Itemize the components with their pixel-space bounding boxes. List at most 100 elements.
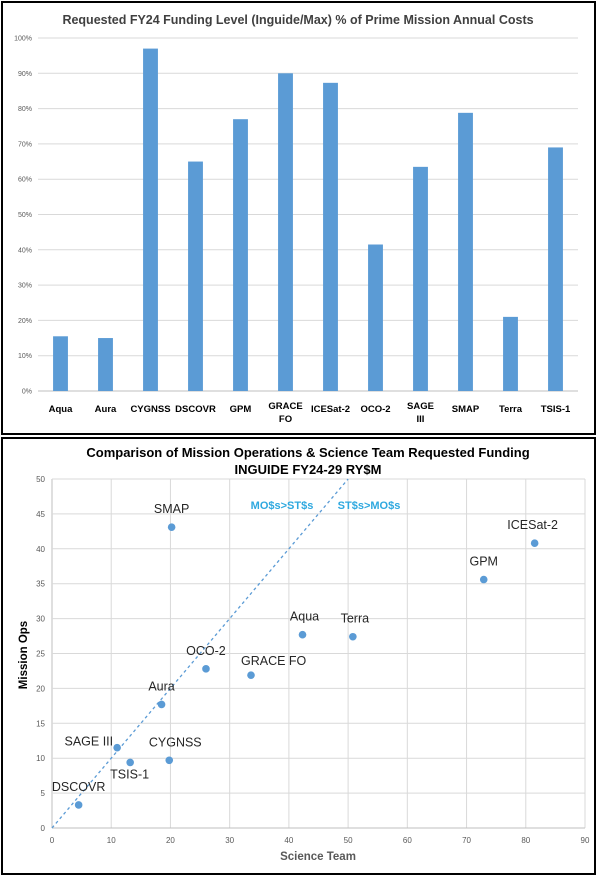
bar-chart-x-tick-labels: Aqua Aura CYGNSS DSCOVR GPM GRACE FO ICESat-2 OC… <box>49 401 571 425</box>
bar-y-tick-label: 0% <box>22 389 32 396</box>
annotation-mo-gt-st: MO$s>ST$s <box>251 500 314 512</box>
bar <box>323 82 338 392</box>
bar-chart-title: Requested FY24 Funding Level (Inguide/Ma… <box>62 13 533 27</box>
scatter-point-label: GRACE FO <box>241 654 307 668</box>
scatter-point-label: TSIS-1 <box>110 767 149 781</box>
scatter-point <box>530 539 539 548</box>
bar-x-tick-label: GRACE <box>268 401 302 412</box>
scatter-y-tick-label: 35 <box>36 580 45 589</box>
scatter-chart-subtitle: INGUIDE FY24-29 RY$M <box>235 462 382 477</box>
bar-y-tick-label: 10% <box>18 353 32 360</box>
scatter-point-label: CYGNSS <box>149 735 202 749</box>
bar-x-tick-label: Aqua <box>49 404 73 415</box>
scatter-x-tick-label: 80 <box>521 836 530 845</box>
bar <box>278 73 293 392</box>
bar-x-tick-label: TSIS-1 <box>541 404 571 415</box>
scatter-point-label: Terra <box>341 612 370 626</box>
scatter-point <box>167 523 176 531</box>
scatter-y-tick-label: 50 <box>36 475 45 484</box>
scatter-chart-y-tick-labels: 0 5 10 15 20 25 30 35 40 45 50 <box>36 475 45 833</box>
bar <box>188 161 203 391</box>
scatter-y-tick-label: 5 <box>41 789 46 798</box>
scatter-x-axis-label: Science Team <box>280 851 356 863</box>
scatter-point-labels: SMAP ICESat-2 GPM Aqua Terra OCO-2 GRACE FO Aur… <box>52 502 558 794</box>
bar-chart-bars <box>53 48 563 392</box>
bar-x-tick-label: FO <box>279 414 292 425</box>
bar-y-tick-label: 100% <box>14 36 32 43</box>
bar <box>233 119 248 391</box>
scatter-x-tick-label: 20 <box>166 836 175 845</box>
bar-x-tick-label: Terra <box>499 404 523 415</box>
bar <box>98 338 113 391</box>
scatter-chart-gridlines <box>51 478 586 829</box>
bar-chart-y-tick-labels: 0% 10% 20% 30% 40% 50% 60% 70% 80% 90% 100% <box>14 36 32 396</box>
scatter-point-label: Aqua <box>290 610 319 624</box>
bar <box>53 336 68 391</box>
bar-y-tick-label: 70% <box>18 141 32 148</box>
scatter-point-label: SAGE III <box>65 735 114 749</box>
bar-x-tick-label: SMAP <box>452 404 480 415</box>
scatter-points <box>74 523 539 809</box>
scatter-chart-title: Comparison of Mission Operations & Scien… <box>86 445 529 460</box>
bar-y-tick-label: 50% <box>18 212 32 219</box>
scatter-x-tick-label: 70 <box>462 836 471 845</box>
scatter-point-label: DSCOVR <box>52 780 105 794</box>
bar-x-tick-label: SAGE <box>407 401 434 412</box>
scatter-point <box>298 630 307 639</box>
scatter-point-label: OCO-2 <box>186 644 226 658</box>
scatter-y-tick-label: 30 <box>36 615 45 624</box>
scatter-point <box>113 743 121 752</box>
scatter-chart-x-tick-labels: 0 10 20 30 40 50 60 70 80 90 <box>50 836 590 845</box>
scatter-point <box>247 671 255 679</box>
bar-x-tick-label: Aura <box>95 404 117 415</box>
bar-y-tick-label: 30% <box>18 283 32 290</box>
bar-x-tick-label: DSCOVR <box>175 404 216 415</box>
annotation-st-gt-mo: ST$s>MO$s <box>338 500 401 512</box>
scatter-x-tick-label: 40 <box>284 836 293 845</box>
bar-chart-gridlines <box>38 37 578 392</box>
scatter-y-tick-label: 25 <box>36 650 45 659</box>
scatter-point-label: Aura <box>148 679 174 693</box>
scatter-point <box>165 756 174 765</box>
scatter-x-tick-label: 30 <box>225 836 234 845</box>
scatter-y-tick-label: 20 <box>36 684 45 693</box>
scatter-x-tick-label: 10 <box>107 836 116 845</box>
scatter-x-tick-label: 0 <box>50 836 55 845</box>
scatter-point <box>349 632 357 641</box>
bar-x-tick-label: ICESat-2 <box>311 404 350 415</box>
scatter-point-label: SMAP <box>154 502 189 516</box>
scatter-y-axis-label: Mission Ops <box>18 621 30 689</box>
bar-y-tick-label: 20% <box>18 318 32 325</box>
scatter-y-tick-label: 45 <box>36 510 45 519</box>
scatter-point <box>479 575 488 584</box>
bar <box>503 316 518 391</box>
scatter-x-tick-label: 50 <box>344 836 353 845</box>
bar <box>413 166 428 391</box>
scatter-y-tick-label: 40 <box>36 545 45 554</box>
bar <box>458 112 473 391</box>
bar-y-tick-label: 60% <box>18 177 32 184</box>
scatter-x-tick-label: 60 <box>403 836 412 845</box>
scatter-chart-panel <box>1 437 596 875</box>
bar-y-tick-label: 40% <box>18 247 32 254</box>
scatter-point <box>157 700 166 709</box>
scatter-x-tick-label: 90 <box>581 836 590 845</box>
scatter-point-label: GPM <box>469 555 497 569</box>
reference-diagonal-line <box>51 478 349 829</box>
bar-x-tick-label: III <box>417 414 425 425</box>
bar <box>548 147 563 391</box>
scatter-point <box>202 665 210 673</box>
scatter-point-label: ICESat-2 <box>507 518 558 532</box>
scatter-y-tick-label: 0 <box>41 824 46 833</box>
bar-x-tick-label: OCO-2 <box>360 404 390 415</box>
bar <box>368 244 383 391</box>
bar-x-tick-label: GPM <box>230 404 252 415</box>
scatter-point <box>74 801 83 809</box>
scatter-y-tick-label: 10 <box>36 754 45 763</box>
scatter-reference-line <box>51 478 349 829</box>
bar-x-tick-label: CYGNSS <box>130 404 170 415</box>
scatter-y-tick-label: 15 <box>36 719 45 728</box>
scatter-point <box>126 758 134 767</box>
bar-y-tick-label: 80% <box>18 106 32 113</box>
